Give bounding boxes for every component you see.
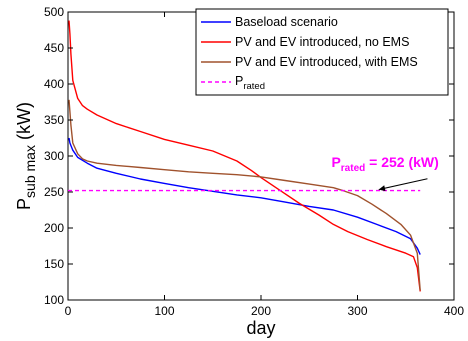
y-tick-label: 100	[44, 293, 64, 307]
annotation-arrow	[378, 178, 428, 192]
y-tick-label: 450	[44, 41, 64, 55]
legend-label-pv-no-ems: PV and EV introduced, no EMS	[235, 35, 409, 49]
x-tick-label: 300	[347, 304, 367, 318]
legend-label-rated-subscript: rated	[243, 81, 265, 92]
legend-label-baseload: Baseload scenario	[235, 15, 338, 29]
arrow-shaft	[378, 178, 428, 191]
y-tick-label: 350	[44, 113, 64, 127]
x-tick-label: 100	[154, 304, 174, 318]
x-tick-label: 0	[65, 304, 72, 318]
rated-annotation-subscript: rated	[341, 163, 365, 174]
y-axis-label-subscript: sub max	[22, 145, 38, 198]
arrow-head	[378, 185, 386, 192]
y-tick-label: 400	[44, 77, 64, 91]
y-axis-label-unit: (kW)	[14, 102, 34, 145]
y-tick-label: 300	[44, 149, 64, 163]
rated-annotation-main: P	[331, 154, 340, 170]
series-line-baseload	[68, 137, 421, 255]
y-axis-label-main: P	[14, 198, 34, 210]
series-line-pv-no-ems	[68, 20, 421, 292]
y-tick-label: 500	[44, 5, 64, 19]
series-line-pv-with-ems	[68, 99, 421, 291]
x-axis-label: day	[246, 318, 275, 338]
legend-box	[195, 8, 449, 96]
rated-annotation-value: = 252 (kW)	[365, 154, 439, 170]
y-axis-label: Psub max (kW)	[14, 102, 38, 210]
x-tick-label: 200	[251, 304, 271, 318]
y-tick-label: 200	[44, 221, 64, 235]
x-tick-label: 400	[444, 304, 464, 318]
legend-label-rated-main: P	[235, 74, 243, 88]
rated-annotation: Prated = 252 (kW)	[331, 154, 438, 174]
y-tick-label: 250	[44, 185, 64, 199]
legend: Baseload scenario PV and EV introduced, …	[195, 8, 449, 96]
legend-label-pv-with-ems: PV and EV introduced, with EMS	[235, 55, 418, 69]
y-tick-label: 150	[44, 257, 64, 271]
series-layer	[68, 20, 421, 292]
legend-label-rated: Prated	[235, 74, 265, 92]
